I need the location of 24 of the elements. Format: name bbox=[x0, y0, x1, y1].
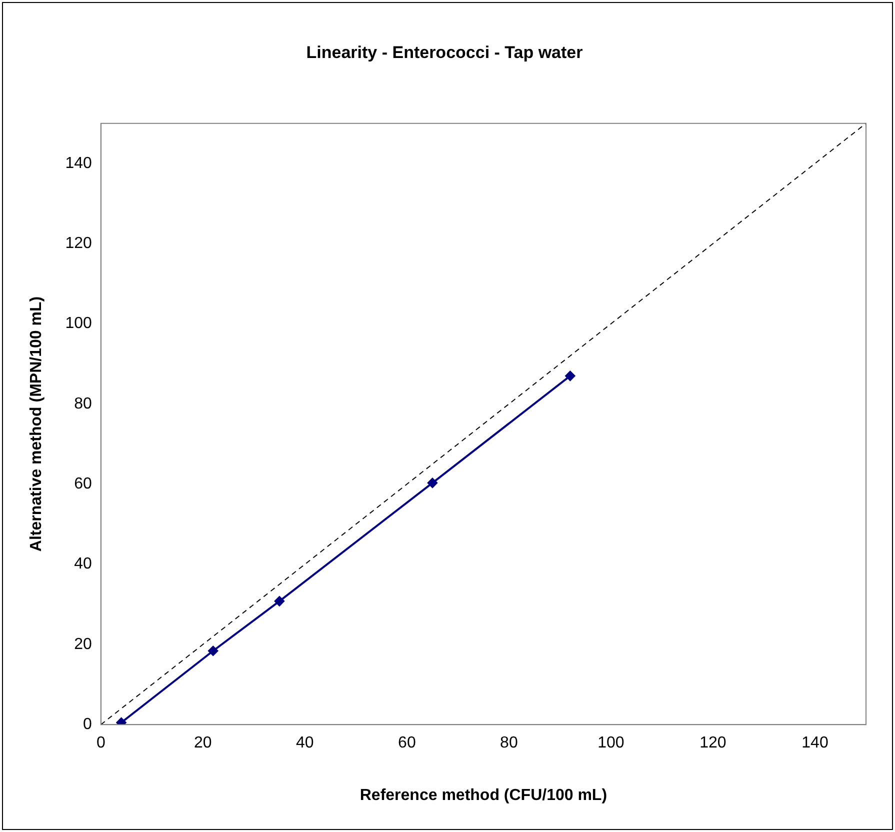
x-tick-label: 0 bbox=[96, 734, 106, 752]
point bbox=[274, 596, 284, 606]
x-tick-label: 60 bbox=[398, 734, 416, 752]
point bbox=[208, 646, 218, 656]
point bbox=[116, 718, 126, 725]
x-axis-title: Reference method (CFU/100 mL) bbox=[360, 786, 608, 804]
y-tick-label: 100 bbox=[65, 315, 92, 332]
y-tick-label: 20 bbox=[74, 636, 92, 653]
y-tick-label: 80 bbox=[74, 395, 92, 412]
y-tick-label: 0 bbox=[82, 716, 92, 734]
y-tick-label: 60 bbox=[74, 476, 92, 493]
x-tick-label: 80 bbox=[500, 734, 518, 752]
point bbox=[565, 370, 576, 381]
y-tick-label: 120 bbox=[65, 235, 92, 252]
y-tick-label: 40 bbox=[74, 556, 92, 573]
point bbox=[427, 478, 438, 488]
y-tick-label: 140 bbox=[65, 154, 92, 172]
x-tick-label: 20 bbox=[194, 734, 212, 752]
y-axis-title: Alternative method (MPN/100 mL) bbox=[28, 296, 46, 552]
x-tick-label: 100 bbox=[598, 734, 624, 752]
x-tick-label: 40 bbox=[296, 734, 314, 752]
x-tick-label: 120 bbox=[700, 734, 726, 752]
x-tick-label: 140 bbox=[802, 734, 828, 752]
chart-title: Linearity - Enterococci - Tap water bbox=[306, 42, 584, 62]
